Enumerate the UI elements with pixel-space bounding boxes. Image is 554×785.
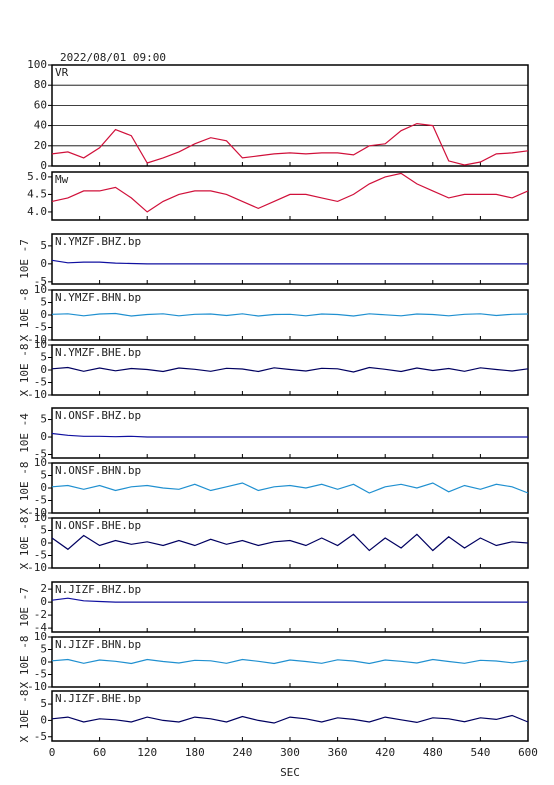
y-tick-label: -10 [27,561,47,574]
y-tick-label: 10 [34,630,47,643]
data-line [51,533,529,552]
y-axis-label: 10E -7 [18,239,31,279]
data-line [51,259,528,265]
data-line [51,714,529,724]
x-axis-label: SEC [280,766,300,779]
y-tick-label: 0 [40,430,47,443]
y-tick-label: 5 [40,697,47,710]
panel-label: N.ONSF.BHZ.bp [55,409,141,422]
y-tick-label: 5 [40,239,47,252]
y-axis-label: 10E -4 [18,413,31,453]
y-tick-label: 0 [40,363,47,376]
y-tick-label: 5 [40,351,47,364]
x-tick-label: 600 [518,746,538,759]
y-tick-label: 5 [40,524,47,537]
y-tick-label: -10 [27,333,47,346]
x-tick-label: 180 [185,746,205,759]
panel-label: N.JIZF.BHE.bp [55,692,141,705]
y-tick-label: 10 [34,283,47,296]
y-axis-label: X 10E -8 [18,344,31,397]
y-tick-label: -10 [27,388,47,401]
x-tick-label: 120 [137,746,157,759]
data-line [51,312,529,317]
y-tick-label: 4.5 [27,187,47,200]
data-line [51,597,528,603]
y-tick-label: 0 [40,536,47,549]
panel-label: N.JIZF.BHZ.bp [55,583,141,596]
y-tick-label: 10 [34,511,47,524]
y-axis-label: X 10E -8 [18,517,31,570]
y-tick-label: 100 [27,58,47,71]
y-axis-label: X 10E -8 [18,462,31,515]
y-tick-label: -5 [34,321,47,334]
chart-title: 2022/08/01 09:00 [60,51,166,64]
x-tick-label: 420 [375,746,395,759]
panel-label: N.JIZF.BHN.bp [55,638,141,651]
y-tick-label: 60 [34,98,47,111]
y-tick-label: 0 [40,481,47,494]
y-tick-label: -5 [34,668,47,681]
y-tick-label: 80 [34,78,47,91]
panel-label: N.YMZF.BHE.bp [55,346,141,359]
y-tick-label: 0 [40,159,47,172]
x-tick-label: 0 [49,746,56,759]
y-axis-label: X 10E -8 [18,289,31,342]
x-tick-label: 360 [328,746,348,759]
y-tick-label: 4.0 [27,205,47,218]
y-tick-label: -5 [34,549,47,562]
y-tick-label: 5 [40,643,47,656]
y-tick-label: 5 [40,413,47,426]
x-tick-label: 300 [280,746,300,759]
y-tick-label: -4 [34,621,48,634]
data-line [51,432,528,438]
y-tick-label: 5 [40,469,47,482]
y-tick-label: -5 [34,448,47,461]
y-tick-label: 10 [34,338,47,351]
panel-label: VR [55,66,69,79]
panel-label: N.ONSF.BHN.bp [55,464,141,477]
y-tick-label: -10 [27,506,47,519]
y-tick-label: 10 [34,456,47,469]
y-tick-label: 5 [40,296,47,309]
y-axis-label: X 10E -8 [18,636,31,689]
panel-label: N.YMZF.BHN.bp [55,291,141,304]
x-tick-label: 480 [423,746,443,759]
y-tick-label: 20 [34,139,47,152]
y-tick-label: 0 [40,257,47,270]
y-axis-label: X 10E -8 [18,690,31,743]
y-axis-label: 10E -7 [18,587,31,627]
y-tick-label: -5 [34,275,47,288]
y-tick-label: 0 [40,595,47,608]
data-line [51,122,529,166]
x-tick-label: 540 [470,746,490,759]
y-tick-label: 5.0 [27,170,47,183]
x-tick-label: 240 [232,746,252,759]
y-tick-label: -10 [27,680,47,693]
y-tick-label: 0 [40,713,47,726]
y-tick-label: 0 [40,655,47,668]
y-tick-label: 0 [40,308,47,321]
y-tick-label: -5 [34,730,47,743]
y-tick-label: -5 [34,376,47,389]
y-tick-label: -2 [34,608,47,621]
data-line [51,658,529,665]
x-tick-label: 60 [93,746,106,759]
y-tick-label: -5 [34,494,47,507]
y-tick-label: 2 [40,582,47,595]
panel-label: N.ONSF.BHE.bp [55,519,141,532]
data-line [51,172,529,213]
data-line [51,482,529,494]
data-line [51,366,529,373]
y-tick-label: 40 [34,119,47,132]
panel-label: N.YMZF.BHZ.bp [55,235,141,248]
panel-label: Mw [55,173,69,186]
panel-frame [51,64,529,167]
